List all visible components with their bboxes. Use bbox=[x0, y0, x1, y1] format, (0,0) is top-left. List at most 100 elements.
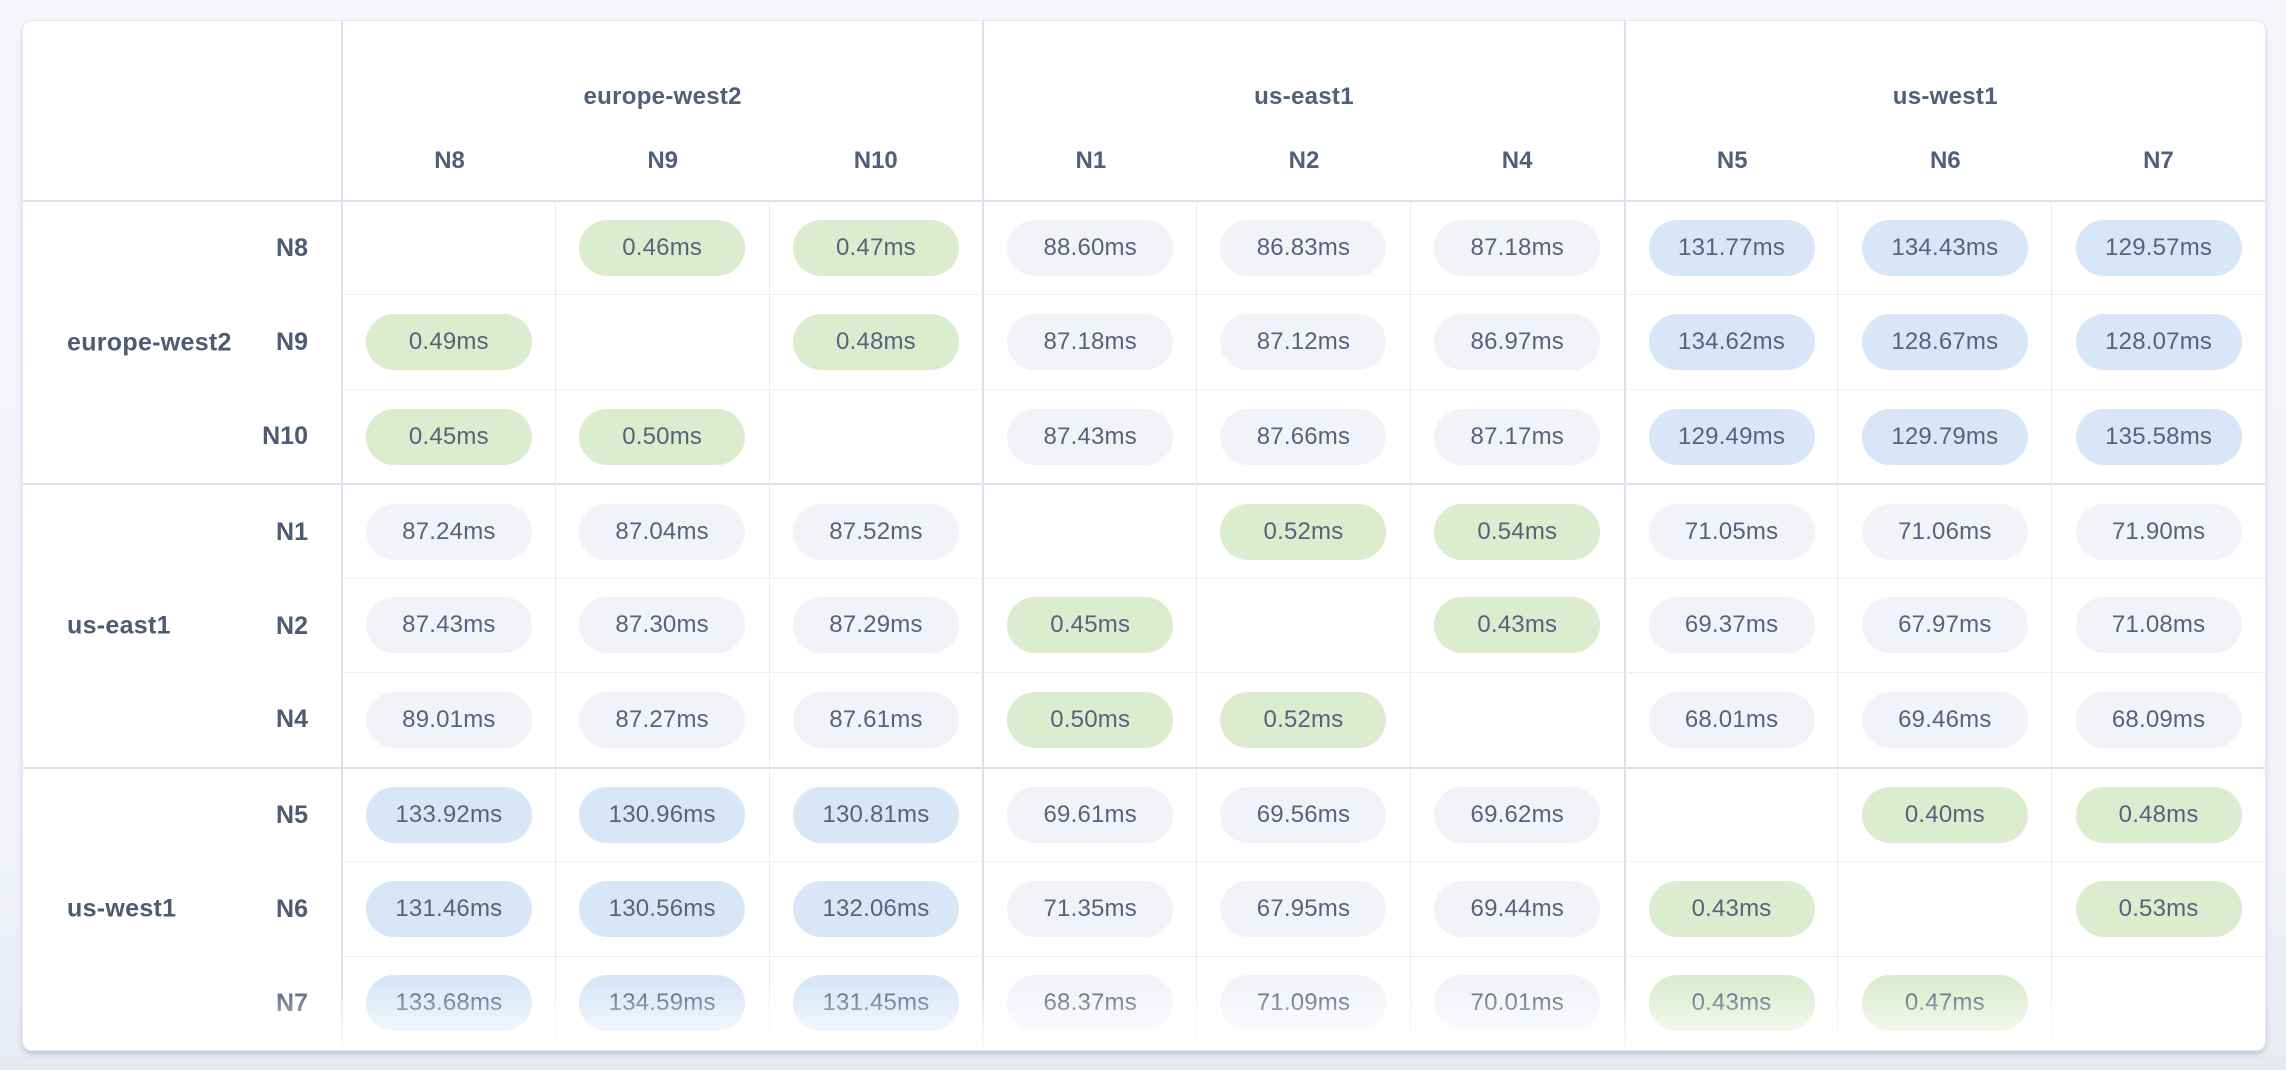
column-node-label: N6 bbox=[1929, 147, 1961, 174]
latency-cell: 134.62ms bbox=[1623, 294, 1838, 389]
latency-cell: 132.06ms bbox=[768, 861, 983, 956]
column-group-header-europe-west2: europe-west2 N8 N9 N10 bbox=[341, 21, 982, 200]
latency-value-pill: 132.06ms bbox=[792, 880, 959, 937]
latency-cell: 87.12ms bbox=[1196, 294, 1410, 389]
column-node-label: N4 bbox=[1501, 147, 1533, 174]
latency-cell: 70.01ms bbox=[1409, 955, 1624, 1050]
latency-cell: 0.49ms bbox=[341, 294, 555, 389]
latency-cell: 68.01ms bbox=[1623, 672, 1838, 767]
latency-cell: 87.61ms bbox=[768, 672, 983, 767]
latency-cell: 87.24ms bbox=[341, 483, 555, 578]
latency-value-pill: 0.43ms bbox=[1648, 880, 1815, 937]
latency-value-pill: 0.47ms bbox=[792, 220, 959, 277]
column-node-label: N7 bbox=[2143, 147, 2174, 174]
latency-value-pill: 71.09ms bbox=[1220, 975, 1387, 1032]
latency-value-pill: 86.97ms bbox=[1434, 314, 1601, 371]
latency-cell: 0.50ms bbox=[982, 672, 1197, 767]
latency-value-pill: 87.52ms bbox=[792, 503, 959, 560]
latency-value-pill: 0.43ms bbox=[1648, 975, 1815, 1032]
latency-cell: 0.50ms bbox=[554, 388, 769, 484]
latency-value-pill: 129.49ms bbox=[1648, 408, 1815, 465]
latency-value-pill: 69.37ms bbox=[1648, 597, 1815, 654]
row-node-label: N5 bbox=[276, 801, 308, 830]
region-label: europe-west2 bbox=[583, 83, 742, 110]
region-label: us-east1 bbox=[67, 611, 171, 640]
latency-cell: 135.58ms bbox=[2051, 388, 2265, 484]
latency-cell: 71.06ms bbox=[1837, 483, 2052, 578]
latency-cell: 69.37ms bbox=[1623, 577, 1838, 673]
row-node-label: N2 bbox=[276, 611, 308, 640]
latency-value-pill: 88.60ms bbox=[1007, 220, 1174, 277]
latency-cell: 89.01ms bbox=[341, 672, 555, 767]
latency-cell: 128.67ms bbox=[1837, 294, 2052, 389]
latency-cell bbox=[1623, 766, 1838, 862]
latency-value-pill: 69.44ms bbox=[1434, 880, 1601, 937]
latency-cell: 0.47ms bbox=[768, 200, 983, 295]
latency-value-pill: 0.45ms bbox=[365, 408, 532, 465]
latency-value-pill: 71.05ms bbox=[1648, 503, 1815, 560]
latency-cell: 0.48ms bbox=[768, 294, 983, 389]
latency-cell bbox=[341, 200, 555, 295]
latency-value-pill: 87.04ms bbox=[579, 503, 746, 560]
latency-cell: 69.61ms bbox=[982, 766, 1197, 862]
latency-value-pill: 131.46ms bbox=[365, 880, 532, 937]
latency-cell: 87.17ms bbox=[1409, 388, 1624, 484]
latency-value-pill: 68.01ms bbox=[1648, 691, 1815, 748]
row-node-label: N7 bbox=[276, 988, 308, 1017]
latency-value-pill: 0.52ms bbox=[1220, 503, 1387, 560]
latency-value-pill: 135.58ms bbox=[2075, 408, 2242, 465]
latency-value-pill: 87.43ms bbox=[1007, 408, 1174, 465]
column-node-labels: N5 N6 N7 bbox=[1626, 147, 2265, 175]
latency-cell: 67.97ms bbox=[1837, 577, 2052, 673]
latency-cell: 134.43ms bbox=[1837, 200, 2052, 295]
latency-cell: 87.04ms bbox=[554, 483, 769, 578]
latency-value-pill: 0.45ms bbox=[1007, 597, 1174, 654]
row-node-label: N6 bbox=[276, 894, 308, 923]
column-node-label: N9 bbox=[647, 147, 678, 174]
latency-cell: 0.47ms bbox=[1837, 955, 2052, 1050]
latency-cell: 68.37ms bbox=[982, 955, 1197, 1050]
latency-cell: 87.30ms bbox=[554, 577, 769, 673]
row-node-label: N1 bbox=[276, 517, 308, 546]
latency-cell: 67.95ms bbox=[1196, 861, 1410, 956]
column-node-label: N2 bbox=[1288, 147, 1320, 174]
row-group-label-us-east1: us-east1 N1 N2 N4 bbox=[23, 483, 341, 767]
latency-cell bbox=[554, 294, 769, 389]
latency-cell: 86.97ms bbox=[1409, 294, 1624, 389]
latency-cell: 0.54ms bbox=[1409, 483, 1624, 578]
row-group-label-us-west1: us-west1 N5 N6 N7 bbox=[23, 766, 341, 1050]
column-node-labels: N8 N9 N10 bbox=[343, 147, 982, 175]
latency-value-pill: 130.81ms bbox=[792, 786, 959, 843]
latency-cell bbox=[1409, 672, 1624, 767]
latency-value-pill: 69.56ms bbox=[1220, 786, 1387, 843]
latency-cell: 87.27ms bbox=[554, 672, 769, 767]
latency-value-pill: 0.52ms bbox=[1220, 691, 1387, 748]
latency-value-pill: 69.61ms bbox=[1007, 786, 1174, 843]
latency-value-pill: 133.68ms bbox=[365, 975, 532, 1032]
latency-value-pill: 131.77ms bbox=[1648, 220, 1815, 277]
latency-value-pill: 0.48ms bbox=[792, 314, 959, 371]
latency-value-pill: 128.67ms bbox=[1861, 314, 2028, 371]
latency-value-pill: 130.96ms bbox=[579, 786, 746, 843]
region-label: us-west1 bbox=[1892, 83, 1998, 110]
latency-cell: 0.43ms bbox=[1623, 861, 1838, 956]
latency-value-pill: 134.62ms bbox=[1648, 314, 1815, 371]
latency-value-pill: 0.49ms bbox=[365, 314, 532, 371]
latency-value-pill: 87.17ms bbox=[1434, 408, 1601, 465]
latency-value-pill: 0.47ms bbox=[1861, 975, 2028, 1032]
latency-value-pill: 0.43ms bbox=[1434, 597, 1601, 654]
latency-value-pill: 71.35ms bbox=[1007, 880, 1174, 937]
region-label: us-east1 bbox=[1254, 83, 1354, 110]
latency-cell: 87.29ms bbox=[768, 577, 983, 673]
latency-value-pill: 87.66ms bbox=[1220, 408, 1387, 465]
latency-value-pill: 0.53ms bbox=[2075, 880, 2242, 937]
latency-value-pill: 129.57ms bbox=[2075, 220, 2242, 277]
latency-cell: 0.46ms bbox=[554, 200, 769, 295]
latency-cell: 69.62ms bbox=[1409, 766, 1624, 862]
latency-cell: 128.07ms bbox=[2051, 294, 2265, 389]
latency-value-pill: 87.43ms bbox=[365, 597, 532, 654]
latency-value-pill: 87.12ms bbox=[1220, 314, 1387, 371]
latency-cell: 69.56ms bbox=[1196, 766, 1410, 862]
latency-value-pill: 87.27ms bbox=[579, 691, 746, 748]
latency-cell bbox=[2051, 955, 2265, 1050]
